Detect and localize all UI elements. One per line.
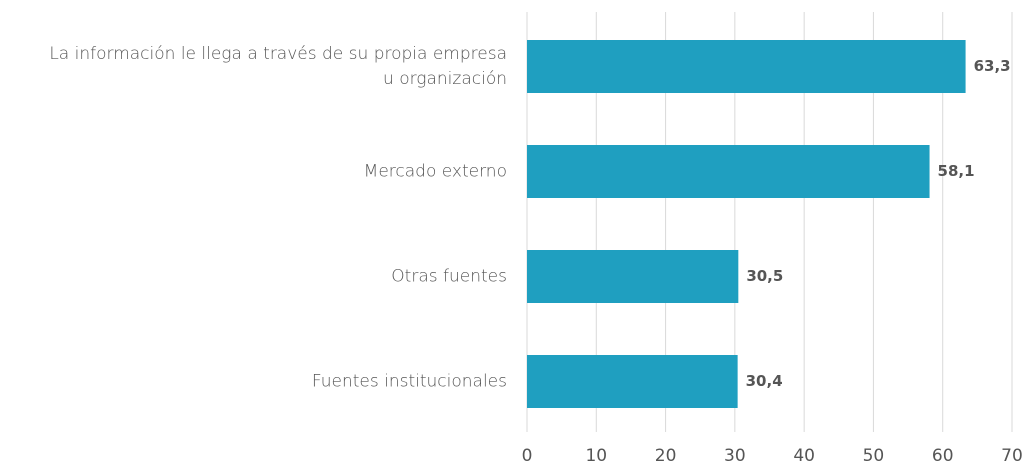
x-tick-label: 60 <box>932 446 954 466</box>
bar <box>527 40 966 93</box>
value-label: 58,1 <box>938 162 975 180</box>
category-label: Mercado externo <box>363 161 507 181</box>
bar <box>527 250 739 303</box>
value-label: 30,5 <box>746 267 783 285</box>
bar <box>527 145 930 198</box>
category-label: Fuentes institucionales <box>311 371 507 391</box>
category-label: La información le llega a través de su p… <box>49 43 507 89</box>
x-tick-label: 40 <box>793 446 815 466</box>
category-label: Otras fuentes <box>391 266 507 286</box>
x-tick-label: 30 <box>724 446 746 466</box>
x-tick-label: 20 <box>655 446 677 466</box>
x-tick-label: 10 <box>585 446 607 466</box>
value-label: 30,4 <box>746 372 783 390</box>
value-label: 63,3 <box>974 57 1011 75</box>
x-tick-label: 70 <box>1001 446 1023 466</box>
x-tick-label: 0 <box>522 446 533 466</box>
bar <box>527 355 738 408</box>
x-tick-label: 50 <box>863 446 885 466</box>
